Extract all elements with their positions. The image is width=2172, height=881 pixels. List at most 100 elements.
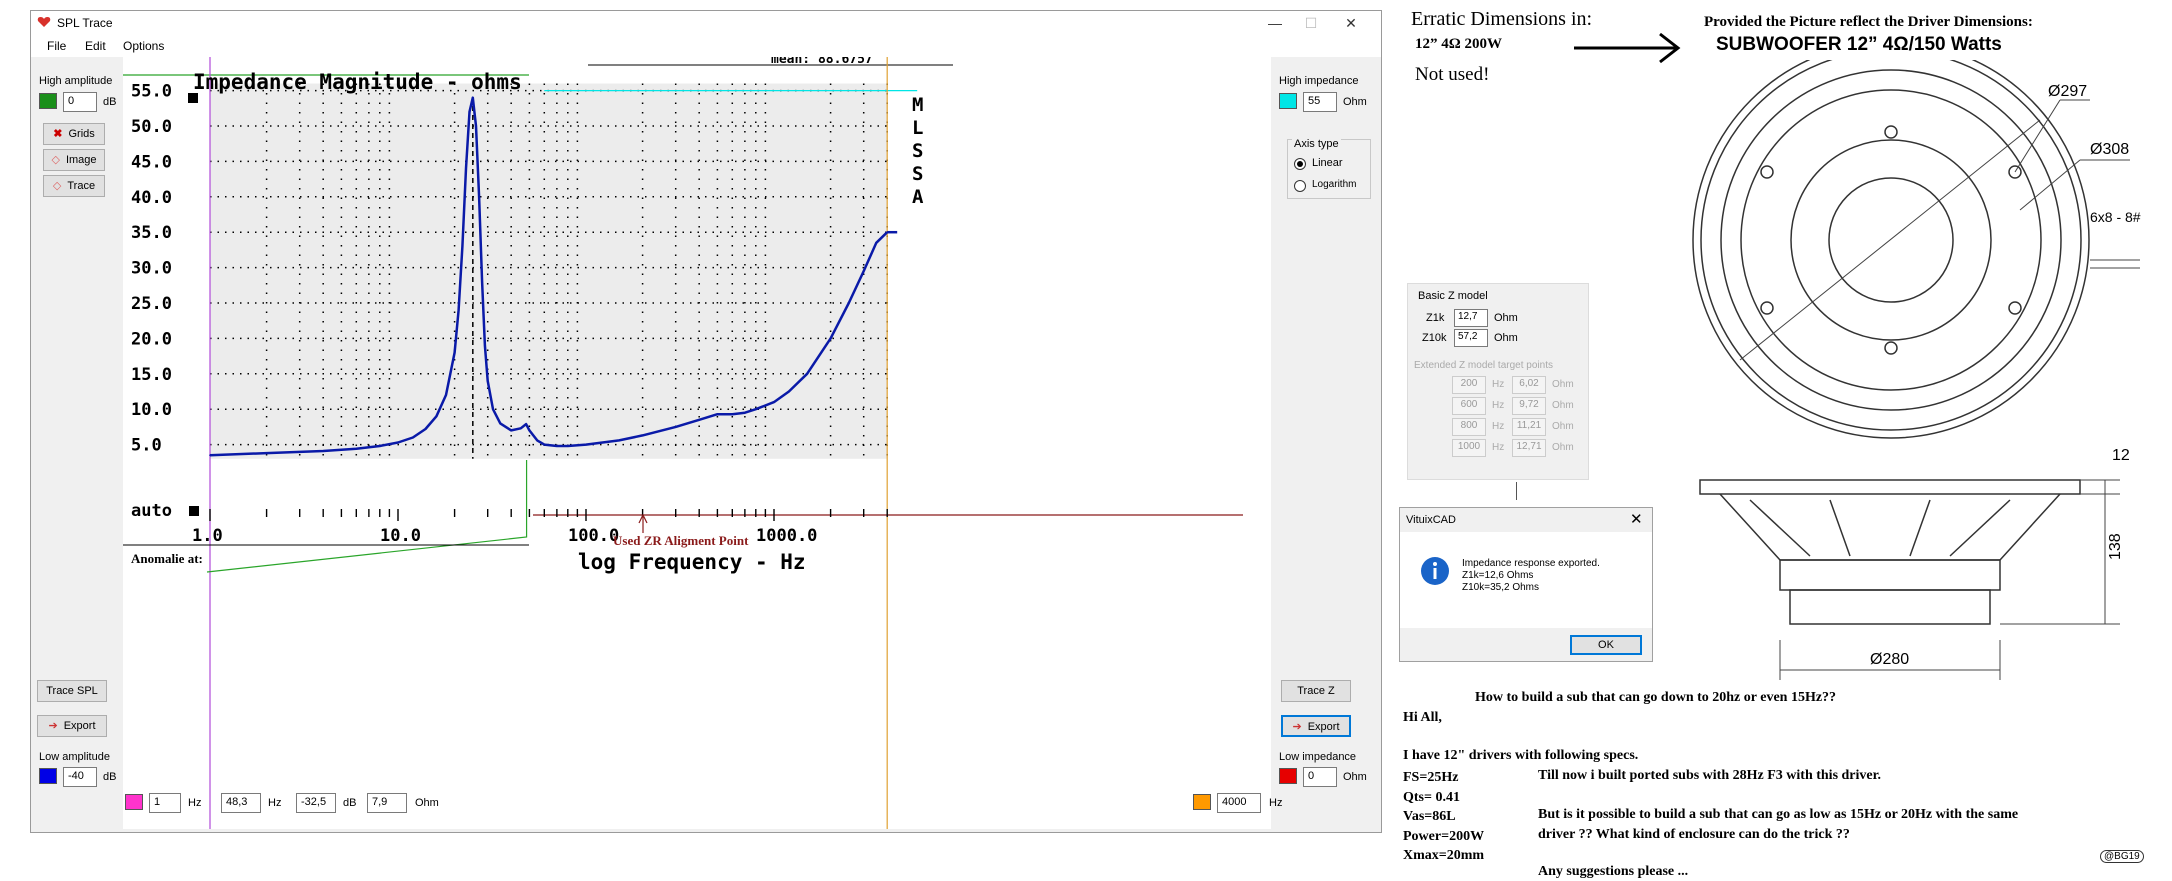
dimension-holes: 6x8 - 8# — [2090, 209, 2141, 225]
ext-hz-input[interactable]: 600 — [1452, 397, 1486, 415]
y-tick-label: 10.0 — [131, 400, 172, 420]
export-spl-button[interactable]: ➔ Export — [37, 715, 107, 737]
plot-area[interactable]: 5.0 10.0 15.0 20.0 25.0 30.0 35.0 40.0 45.0 50.0 5… — [123, 57, 1271, 829]
impedance-point — [862, 270, 865, 272]
not-used-label: Not used! — [1415, 64, 1490, 85]
high-impedance-unit: Ohm — [1343, 96, 1367, 108]
maximize-button[interactable]: ☐ — [1304, 15, 1318, 31]
impedance-point — [499, 422, 502, 425]
low-amplitude-input[interactable]: -40 — [63, 767, 97, 787]
export-arrow-icon: ➔ — [48, 720, 58, 732]
trace-z-button[interactable]: Trace Z — [1281, 680, 1351, 702]
post-p3: Any suggestions please ... — [1538, 864, 1689, 879]
ext-ohm-unit: Ohm — [1552, 442, 1574, 453]
y-tick-label: auto — [131, 501, 172, 521]
y-tick-label: 5.0 — [131, 436, 162, 456]
export-label: Export — [63, 720, 96, 732]
y-tick-label: 50.0 — [131, 117, 172, 137]
ext-ohm-input[interactable]: 9,72 — [1512, 397, 1546, 415]
axis-type-label: Axis type — [1292, 138, 1341, 150]
low-impedance-input[interactable]: 0 — [1303, 767, 1337, 787]
driver-technical-drawing: Ø297 Ø308 6x8 - 8# 12 138 Ø280 — [1692, 60, 2141, 680]
extended-z-title: Extended Z model target points — [1414, 360, 1553, 371]
impedance-point — [698, 419, 700, 421]
export-z-button[interactable]: ➔ Export — [1281, 715, 1351, 737]
trace-button[interactable]: ◇ Trace — [43, 175, 105, 197]
dimension-d280: Ø280 — [1870, 651, 1909, 668]
eraser-icon: ◇ — [52, 180, 62, 192]
vituix-ok-button[interactable]: OK — [1570, 635, 1642, 655]
z1k-input[interactable]: 12,7 — [1454, 309, 1488, 327]
impedance-point — [492, 408, 494, 411]
x-tick-label: 10.0 — [380, 526, 421, 546]
ext-hz-input[interactable]: 200 — [1452, 376, 1486, 394]
image-button[interactable]: ◇ Image — [43, 149, 105, 171]
image-button-label: Image — [65, 154, 97, 166]
high-amplitude-input[interactable]: 0 — [63, 92, 97, 112]
extended-z-rows: 200 Hz 6,02 Ohm 600 Hz 9,72 Ohm 800 Hz 11,21 Ohm 100… — [1408, 376, 1588, 476]
minimize-button[interactable]: — — [1268, 15, 1282, 31]
menu-options[interactable]: Options — [123, 39, 165, 53]
vituix-line2: Z1k=12,6 Ohms — [1462, 570, 1534, 581]
impedance-point — [424, 428, 427, 430]
dimension-d297: Ø297 — [2048, 83, 2087, 100]
high-amplitude-color-swatch[interactable] — [39, 93, 57, 109]
ext-hz-unit: Hz — [1492, 379, 1505, 390]
zr-alignment-label: Used ZR Aligment Point — [613, 533, 749, 548]
ext-ohm-input[interactable]: 6,02 — [1512, 376, 1546, 394]
title-bar: SPL Trace — ☐ ✕ — [31, 11, 1381, 35]
low-amplitude-color-swatch[interactable] — [39, 768, 57, 784]
z10k-input[interactable]: 57,2 — [1454, 329, 1488, 347]
impedance-chart: 5.0 10.0 15.0 20.0 25.0 30.0 35.0 40.0 45.0 50.0 5… — [123, 57, 1243, 829]
axis-linear-radio[interactable] — [1294, 158, 1306, 170]
marker-color-swatch[interactable] — [125, 794, 143, 810]
close-button[interactable]: ✕ — [1345, 15, 1357, 31]
auto-square-marker — [189, 506, 199, 516]
dimension-12: 12 — [2112, 447, 2130, 464]
impedance-point — [848, 302, 850, 304]
ext-ohm-input[interactable]: 11,21 — [1512, 418, 1546, 436]
dimension-d308: Ø308 — [2090, 141, 2129, 158]
db-readout[interactable]: -32,5 — [296, 793, 336, 813]
axis-log-label: Logarithm — [1312, 179, 1357, 190]
impedance-point — [355, 448, 358, 450]
low-impedance-color-swatch[interactable] — [1279, 768, 1297, 784]
y-tick-label: 55.0 — [131, 82, 172, 102]
trace-spl-button[interactable]: Trace SPL — [37, 680, 107, 702]
menu-edit[interactable]: Edit — [85, 39, 106, 53]
export-arrow-icon: ➔ — [1292, 721, 1302, 733]
z10k-label: Z10k — [1422, 332, 1447, 344]
ext-hz-input[interactable]: 1000 — [1452, 439, 1486, 457]
high-impedance-input[interactable]: 55 — [1303, 92, 1337, 112]
zr-arrow-head — [638, 513, 648, 524]
ext-ohm-input[interactable]: 12,71 — [1512, 439, 1546, 457]
impedance-point — [457, 309, 460, 311]
ext-hz-input[interactable]: 800 — [1452, 418, 1486, 436]
high-impedance-color-swatch[interactable] — [1279, 93, 1297, 109]
grids-button-label: Grids — [68, 128, 95, 140]
marker-input[interactable]: 1 — [149, 793, 181, 813]
axis-linear-label: Linear — [1312, 157, 1343, 169]
dimension-138: 138 — [2107, 533, 2124, 560]
subwoofer-title: SUBWOOFER 12” 4Ω/150 Watts — [1716, 34, 2002, 55]
ohm-readout[interactable]: 7,9 — [367, 793, 407, 813]
grids-button[interactable]: ✖ Grids — [43, 123, 105, 145]
impedance-point — [543, 443, 546, 446]
frequency-readout[interactable]: 48,3 — [221, 793, 261, 813]
impedance-point — [875, 242, 878, 244]
impedance-point — [472, 96, 474, 99]
menu-file[interactable]: File — [47, 39, 67, 53]
spec-vas: Vas=86L — [1403, 809, 1456, 824]
x-tick-label: 100.0 — [568, 526, 619, 546]
export-label: Export — [1307, 721, 1340, 733]
end-frequency-input[interactable]: 4000 — [1217, 793, 1261, 813]
end-frequency-unit: Hz — [1269, 797, 1283, 809]
spec-qts: Qts= 0.41 — [1403, 789, 1460, 805]
vituix-close-icon[interactable]: ✕ — [1630, 511, 1643, 528]
impedance-point — [528, 429, 531, 432]
post-p1: Till now i built ported subs with 28Hz F… — [1538, 768, 1882, 783]
axis-log-radio[interactable] — [1294, 180, 1306, 192]
end-marker-color-swatch[interactable] — [1193, 794, 1211, 810]
impedance-point — [806, 373, 808, 375]
impedance-point — [536, 439, 538, 442]
